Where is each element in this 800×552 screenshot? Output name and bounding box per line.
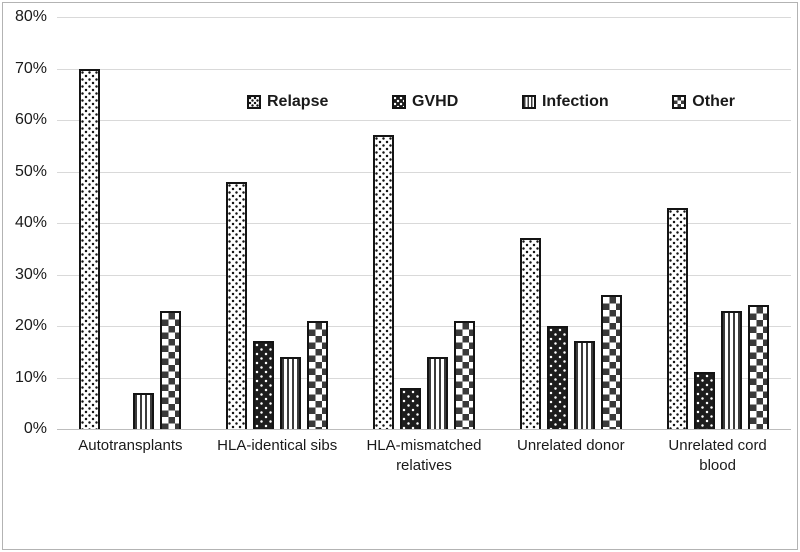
bar-infection-hla-identical-sibs [280,356,302,429]
y-tick-label-40: 40% [14,214,47,231]
legend-entry-gvhd: GVHD [392,93,458,111]
gridline-60 [57,120,791,121]
bar-gvhd-unrelated-cord-blood [693,372,715,429]
x-label-hla-mismatched-relatives: HLA-mismatched relatives [366,437,482,474]
legend-swatch-gvhd-icon [392,95,407,109]
y-axis: 0% 10% 20% 30% 40% 50% 60% 70% 80% [0,0,50,552]
legend-label-other: Other [692,93,735,110]
bar-group-hla-identical-sibs [204,17,351,429]
legend-label-infection: Infection [541,93,609,110]
bar-relapse-autotransplants [79,68,101,429]
bar-other-unrelated-donor [600,295,622,429]
legend-swatch-other-icon [672,95,687,109]
y-tick-label-30: 30% [14,265,47,283]
legend-swatch-infection-icon [521,95,536,109]
y-tick-label-0: 0% [23,420,47,437]
bar-infection-hla-mismatched-relatives [426,356,448,429]
legend: Relapse GVHD Infection Other [247,93,735,111]
y-tick-label-70: 70% [14,59,47,77]
bar-gvhd-unrelated-donor [546,326,568,429]
y-tick-label-50: 50% [14,162,47,180]
bar-group-hla-mismatched-relatives [351,17,498,429]
bar-group-autotransplants [57,17,204,429]
x-label-hla-identical-sibs: HLA-identical sibs [217,437,338,454]
bar-group-unrelated-donor [497,17,644,429]
gridline-10 [57,377,791,379]
plot-area: Relapse GVHD Infection Other [57,17,791,430]
bar-other-hla-identical-sibs [307,320,329,429]
bar-other-unrelated-cord-blood [747,305,769,429]
bar-gvhd-hla-identical-sibs [253,341,275,429]
gridline-80 [57,17,791,18]
legend-entry-relapse: Relapse [247,93,328,111]
gridline-20 [57,326,791,327]
bar-infection-unrelated-donor [573,341,595,429]
gridline-30 [57,274,791,276]
bar-relapse-unrelated-cord-blood [666,207,688,429]
bar-relapse-hla-mismatched-relatives [372,135,394,429]
bar-group-unrelated-cord-blood [644,17,791,429]
bar-other-autotransplants [160,310,182,429]
x-label-unrelated-donor: Unrelated donor [517,437,625,454]
bar-gvhd-hla-mismatched-relatives [399,387,421,429]
gridline-0 [57,429,791,430]
x-label-unrelated-cord-blood: Unrelated cord blood [668,437,767,474]
gridline-40 [57,223,791,224]
legend-label-relapse: Relapse [267,93,329,110]
x-label-autotransplants: Autotransplants [78,437,183,454]
gridline-70 [57,68,791,70]
bar-infection-autotransplants [133,392,155,429]
legend-swatch-relapse-icon [247,95,261,109]
bar-other-hla-mismatched-relatives [453,320,475,429]
y-tick-label-80: 80% [14,8,47,25]
legend-entry-other: Other [672,93,735,111]
legend-entry-infection: Infection [521,93,609,111]
y-tick-label-60: 60% [14,111,47,128]
bar-infection-unrelated-cord-blood [720,310,742,429]
bar-relapse-hla-identical-sibs [226,181,248,429]
bar-relapse-unrelated-donor [519,238,541,429]
legend-label-gvhd: GVHD [412,93,459,110]
y-tick-label-10: 10% [14,368,47,386]
y-tick-label-20: 20% [14,317,47,334]
bar-groups [57,17,791,429]
x-axis-category-labels: Autotransplants HLA-identical sibs HLA-mis… [57,436,791,475]
gridline-50 [57,171,791,173]
